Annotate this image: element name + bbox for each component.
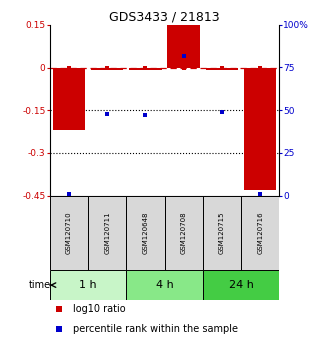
Text: 1 h: 1 h — [79, 280, 97, 290]
Bar — [50, 196, 88, 270]
Text: GSM120708: GSM120708 — [181, 212, 187, 255]
Bar — [126, 196, 164, 270]
Title: GDS3433 / 21813: GDS3433 / 21813 — [109, 11, 220, 24]
Bar — [129, 68, 162, 70]
Bar — [164, 196, 203, 270]
Bar — [167, 25, 200, 68]
Text: log10 ratio: log10 ratio — [73, 304, 125, 314]
Text: 4 h: 4 h — [156, 280, 173, 290]
Bar — [91, 68, 123, 70]
Text: GSM120716: GSM120716 — [257, 212, 263, 255]
Bar — [203, 270, 279, 300]
Text: GSM120648: GSM120648 — [143, 212, 148, 254]
Bar — [241, 196, 279, 270]
Bar — [53, 68, 85, 130]
Text: 24 h: 24 h — [229, 280, 254, 290]
Bar — [244, 68, 276, 190]
Bar — [50, 270, 126, 300]
Text: percentile rank within the sample: percentile rank within the sample — [73, 324, 238, 333]
Text: GSM120715: GSM120715 — [219, 212, 225, 254]
Text: GSM120711: GSM120711 — [104, 212, 110, 255]
Text: GSM120710: GSM120710 — [66, 212, 72, 255]
Bar — [126, 270, 203, 300]
Bar — [88, 196, 126, 270]
Bar — [203, 196, 241, 270]
Bar — [206, 68, 238, 70]
Text: time: time — [28, 280, 50, 290]
